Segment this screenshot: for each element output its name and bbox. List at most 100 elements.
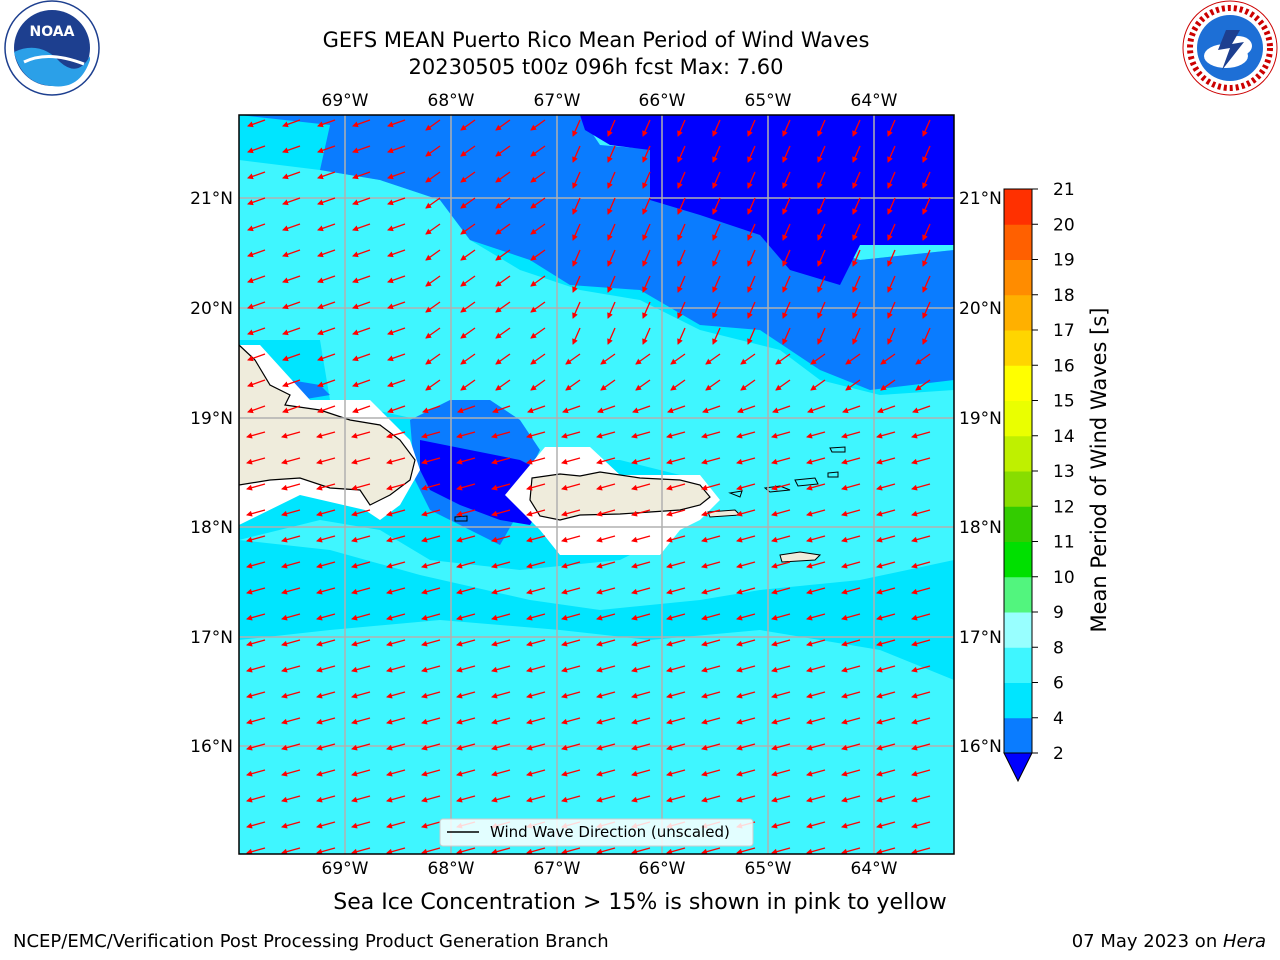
wind-wave-arrow bbox=[736, 639, 756, 647]
wind-wave-arrow bbox=[246, 509, 266, 517]
wind-wave-arrow bbox=[887, 301, 896, 319]
wind-wave-arrow bbox=[495, 353, 511, 365]
wind-wave-arrow bbox=[421, 431, 441, 439]
wind-wave-arrow bbox=[677, 223, 686, 241]
wind-wave-arrow bbox=[736, 483, 756, 491]
wind-wave-arrow bbox=[491, 717, 511, 725]
wind-wave-arrow bbox=[806, 717, 826, 725]
wind-wave-arrow bbox=[631, 639, 651, 647]
wind-wave-arrow bbox=[841, 821, 861, 829]
wind-wave-arrow bbox=[841, 431, 861, 439]
wind-wave-arrow bbox=[491, 847, 511, 854]
wind-wave-arrow bbox=[642, 249, 651, 267]
lat-label-left: 19°N bbox=[190, 409, 233, 429]
wind-wave-arrow bbox=[666, 847, 686, 854]
wind-wave-arrow bbox=[386, 431, 406, 439]
wind-wave-arrow bbox=[387, 223, 406, 232]
wind-wave-arrow bbox=[806, 613, 826, 621]
wind-wave-arrow bbox=[876, 665, 896, 673]
wind-wave-arrow bbox=[631, 457, 651, 465]
wind-wave-arrow bbox=[841, 613, 861, 621]
wind-wave-arrow bbox=[736, 769, 756, 777]
wind-wave-arrow bbox=[387, 301, 406, 310]
wind-wave-arrow bbox=[775, 353, 791, 365]
wind-wave-arrow bbox=[282, 301, 301, 310]
wind-wave-arrow bbox=[876, 691, 896, 699]
wind-wave-arrow bbox=[316, 691, 336, 699]
wind-wave-arrow bbox=[495, 171, 511, 183]
wind-wave-arrow bbox=[701, 535, 721, 543]
wind-wave-arrow bbox=[666, 717, 686, 725]
wind-wave-arrow bbox=[596, 743, 616, 751]
wind-wave-arrow bbox=[841, 665, 861, 673]
wind-wave-arrow bbox=[712, 249, 721, 267]
colorbar-segment bbox=[1004, 471, 1032, 507]
wind-wave-arrow bbox=[631, 587, 651, 595]
wind-wave-arrow bbox=[352, 353, 371, 362]
wind-wave-arrow bbox=[607, 275, 616, 293]
wind-wave-arrow bbox=[736, 509, 756, 517]
wind-wave-arrow bbox=[607, 223, 616, 241]
wind-wave-arrow bbox=[911, 613, 931, 621]
wind-wave-arrow bbox=[421, 665, 441, 673]
wind-wave-arrow bbox=[596, 691, 616, 699]
wind-wave-arrow bbox=[701, 795, 721, 803]
wind-wave-arrow bbox=[386, 587, 406, 595]
lat-label-right: 18°N bbox=[959, 518, 1002, 538]
wind-wave-arrow bbox=[247, 145, 266, 154]
wind-wave-arrow bbox=[456, 457, 476, 465]
wind-wave-arrow bbox=[806, 509, 826, 517]
colorbar-tick-label: 13 bbox=[1053, 462, 1075, 482]
wind-wave-arrow bbox=[421, 847, 441, 854]
wind-wave-arrow bbox=[352, 249, 371, 258]
wind-wave-arrow bbox=[817, 249, 826, 267]
wind-wave-arrow bbox=[782, 119, 791, 137]
wind-wave-arrow bbox=[282, 327, 301, 336]
wind-wave-arrow bbox=[771, 769, 791, 777]
wind-wave-arrow bbox=[817, 327, 826, 345]
wind-wave-arrow bbox=[701, 717, 721, 725]
wind-wave-arrow bbox=[247, 405, 266, 414]
wind-wave-arrow bbox=[841, 561, 861, 569]
lon-label-bottom: 66°W bbox=[639, 859, 686, 879]
wind-wave-arrow bbox=[530, 171, 546, 183]
wind-wave-arrow bbox=[887, 275, 896, 293]
wind-wave-arrow bbox=[736, 665, 756, 673]
wind-wave-arrow bbox=[316, 483, 336, 491]
wind-wave-arrow bbox=[281, 535, 301, 543]
wind-wave-arrow bbox=[642, 275, 651, 293]
colorbar-tick-label: 17 bbox=[1053, 321, 1075, 341]
wind-wave-arrow bbox=[491, 639, 511, 647]
wind-wave-arrow bbox=[887, 145, 896, 163]
wind-wave-arrow bbox=[876, 743, 896, 751]
wind-wave-arrow bbox=[876, 769, 896, 777]
wind-wave-arrow bbox=[425, 223, 441, 235]
wind-wave-arrow bbox=[572, 301, 581, 319]
lon-label-top: 64°W bbox=[851, 91, 898, 111]
wind-wave-arrow bbox=[421, 483, 441, 491]
wind-wave-arrow bbox=[530, 353, 546, 365]
wind-wave-arrow bbox=[352, 275, 371, 284]
wind-wave-arrow bbox=[317, 327, 336, 336]
wind-wave-arrow bbox=[806, 769, 826, 777]
lon-label-bottom: 67°W bbox=[534, 859, 581, 879]
wind-wave-arrow bbox=[351, 639, 371, 647]
wind-wave-arrow bbox=[922, 171, 931, 189]
wind-wave-arrow bbox=[282, 379, 301, 388]
wind-wave-arrows bbox=[246, 119, 931, 854]
wind-wave-arrow bbox=[631, 561, 651, 569]
wind-wave-arrow bbox=[572, 119, 581, 137]
wind-wave-arrow bbox=[702, 405, 721, 414]
wind-wave-arrow bbox=[876, 795, 896, 803]
wind-wave-arrow bbox=[352, 223, 371, 232]
wind-wave-arrow bbox=[631, 743, 651, 751]
colorbar-tick-label: 9 bbox=[1053, 603, 1064, 623]
wind-wave-arrow bbox=[386, 639, 406, 647]
map-area: Wind Wave Direction (unscaled) bbox=[239, 115, 954, 854]
wind-wave-arrow bbox=[677, 249, 686, 267]
wind-wave-arrow bbox=[526, 743, 546, 751]
wind-wave-arrow bbox=[701, 743, 721, 751]
wind-wave-arrow bbox=[631, 509, 651, 517]
wind-wave-arrow bbox=[876, 561, 896, 569]
wind-wave-arrow bbox=[561, 535, 581, 543]
